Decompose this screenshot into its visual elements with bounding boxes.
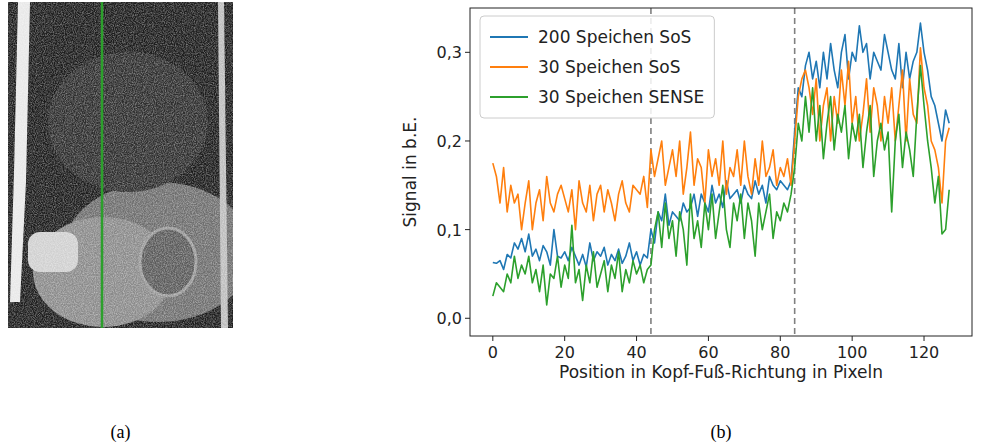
legend: 200 Speichen SoS 30 Speichen SoS 30 Speich… <box>480 16 714 118</box>
y-tick <box>465 140 470 141</box>
legend-label: 30 Speichen SoS <box>538 57 681 77</box>
x-tick-label: 80 <box>770 343 790 362</box>
x-tick <box>636 336 637 341</box>
legend-label: 200 Speichen SoS <box>538 27 691 47</box>
y-axis-title: Signal in b.E. <box>400 117 420 228</box>
panel-label: (b) <box>711 422 732 443</box>
y-tick <box>465 229 470 230</box>
profile-line <box>101 2 104 328</box>
x-axis-title: Position in Kopf-Fuß-Richtung in Pixeln <box>559 362 883 382</box>
y-tick <box>465 318 470 319</box>
figure: (a) 0 20 40 60 80 100 120 0,0 0,1 0,2 0,3 Position i… <box>0 0 984 448</box>
x-tick-label: 40 <box>626 343 646 362</box>
y-tick-label: 0,0 <box>437 309 462 328</box>
x-tick-label: 60 <box>698 343 718 362</box>
y-tick <box>465 52 470 53</box>
plot-frame <box>470 8 972 336</box>
legend-label: 30 Speichen SENSE <box>538 87 704 107</box>
x-tick-label: 20 <box>555 343 575 362</box>
panel-label: (a) <box>111 422 131 443</box>
x-tick-label: 0 <box>488 343 498 362</box>
x-tick <box>924 336 925 341</box>
x-tick <box>564 336 565 341</box>
x-tick-label: 120 <box>909 343 940 362</box>
mri-image <box>8 2 233 328</box>
y-tick-label: 0,2 <box>437 132 462 151</box>
x-tick <box>780 336 781 341</box>
y-tick-label: 0,1 <box>437 221 462 240</box>
y-tick-label: 0,3 <box>437 43 462 62</box>
legend-handle <box>490 96 528 98</box>
series-line <box>493 23 949 269</box>
plot-area <box>493 8 949 336</box>
x-tick <box>852 336 853 341</box>
noise <box>8 2 233 328</box>
x-tick <box>492 336 493 341</box>
image-ground <box>8 2 233 328</box>
series-line <box>493 66 949 305</box>
legend-handle <box>490 36 528 38</box>
legend-handle <box>490 66 528 68</box>
legend-box <box>480 16 714 118</box>
x-tick <box>708 336 709 341</box>
x-tick-label: 100 <box>837 343 868 362</box>
